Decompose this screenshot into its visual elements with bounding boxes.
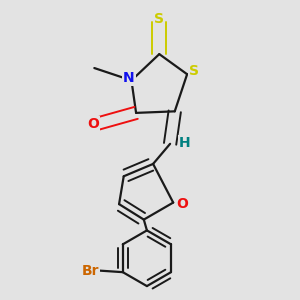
Text: O: O xyxy=(176,197,188,211)
Text: O: O xyxy=(87,117,99,131)
Text: N: N xyxy=(123,71,135,85)
Text: H: H xyxy=(179,136,191,150)
Text: Br: Br xyxy=(82,264,99,278)
Text: S: S xyxy=(154,12,164,26)
Text: S: S xyxy=(189,64,199,78)
